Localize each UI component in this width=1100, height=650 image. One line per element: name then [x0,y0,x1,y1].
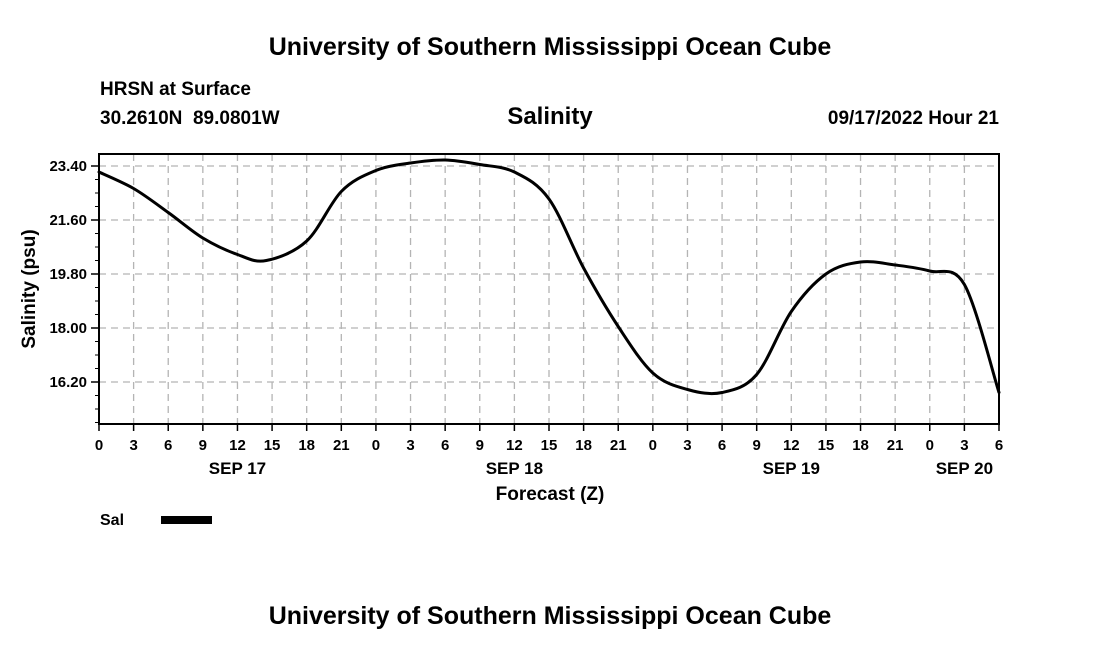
x-tick-label: 6 [995,437,1003,454]
axis-labels: 0 3 6 9 12 15 18 21 0 3 6 9 12 15 18 21 0 3 6 9 12 15 18 21 0 3 6 1… [49,158,1003,478]
x-tick-label: 9 [476,437,484,454]
y-axis-title: Salinity (psu) [19,229,40,348]
x-tick-label: 9 [199,437,207,454]
series-layer [97,158,1001,396]
date-label: SEP 17 [209,459,266,478]
date-label: SEP 20 [936,459,993,478]
y-tick-label: 21.60 [49,212,87,229]
footer-title: University of Southern Mississippi Ocean… [269,602,832,630]
x-tick-label: 9 [753,437,761,454]
x-tick-label: 18 [852,437,869,454]
legend-label: Sal [100,512,124,529]
y-tick-label: 23.40 [49,158,87,175]
date-label: SEP 19 [763,459,820,478]
x-tick-label: 6 [164,437,172,454]
x-tick-label: 18 [298,437,315,454]
x-tick-label: 6 [441,437,449,454]
x-tick-label: 12 [229,437,246,454]
y-tick-label: 19.80 [49,266,87,283]
chart-title: Salinity [507,103,593,130]
x-tick-label: 21 [333,437,350,454]
x-tick-label: 3 [129,437,137,454]
plot-frame [98,153,1000,425]
x-tick-label: 21 [610,437,627,454]
y-tick-label: 16.20 [49,374,87,391]
x-tick-label: 3 [683,437,691,454]
header-title: University of Southern Mississippi Ocean… [269,33,832,61]
station-label: HRSN at Surface [100,79,251,100]
coordinates-label: 30.2610N 89.0801W [100,108,280,129]
x-tick-label: 21 [887,437,904,454]
x-tick-label: 15 [264,437,281,454]
x-axis-title: Forecast (Z) [496,484,605,505]
x-tick-label: 6 [718,437,726,454]
x-tick-label: 0 [926,437,934,454]
x-tick-label: 0 [372,437,380,454]
x-tick-label: 3 [960,437,968,454]
date-label: SEP 18 [486,459,543,478]
x-tick-label: 0 [95,437,103,454]
x-tick-label: 0 [649,437,657,454]
y-tick-label: 18.00 [49,320,87,337]
x-tick-label: 18 [575,437,592,454]
x-tick-label: 15 [818,437,835,454]
x-tick-label: 3 [406,437,414,454]
x-tick-label: 12 [506,437,523,454]
x-tick-label: 15 [541,437,558,454]
grid [99,154,999,424]
series-line-sal [97,158,1001,396]
x-tick-label: 12 [783,437,800,454]
timestamp-label: 09/17/2022 Hour 21 [828,108,1000,129]
